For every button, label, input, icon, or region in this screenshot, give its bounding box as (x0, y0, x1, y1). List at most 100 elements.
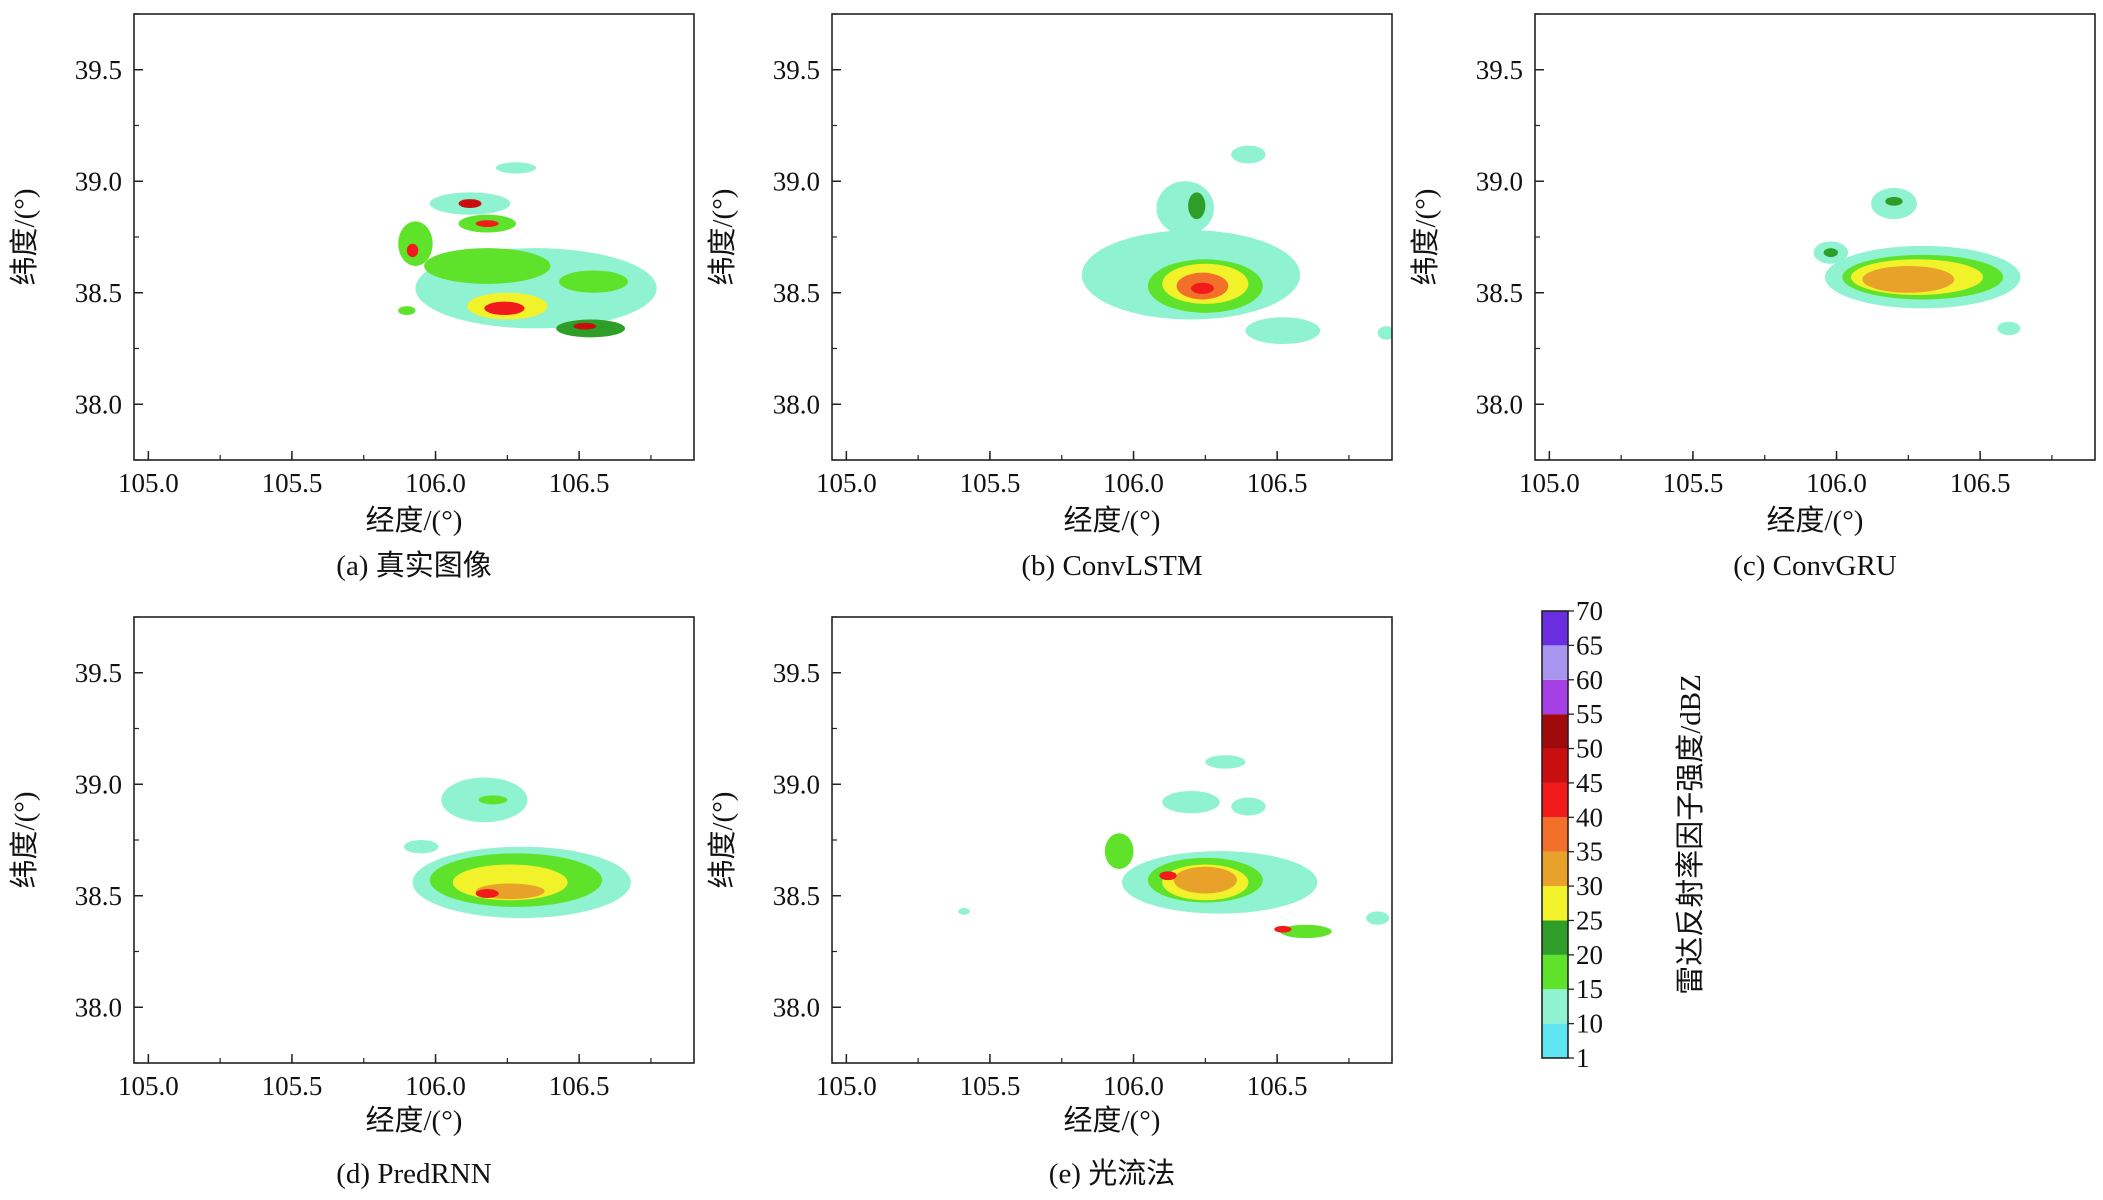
y-axis-label: 纬度/(°) (1409, 189, 1442, 286)
y-tick-label: 38.0 (1476, 389, 1523, 419)
y-tick-label: 38.0 (773, 389, 820, 419)
y-tick-label: 39.5 (75, 55, 122, 85)
colorbar-bin (1542, 886, 1568, 921)
echo-cell (1280, 924, 1332, 939)
colorbar-tick-label: 20 (1576, 940, 1603, 970)
echo-cell (475, 889, 499, 898)
plot-frame (1534, 13, 2096, 461)
echo-cell (1377, 326, 1392, 340)
echo-cell (1205, 755, 1246, 769)
colorbar-tick-label: 55 (1576, 699, 1603, 729)
x-tick-label: 105.5 (1663, 468, 1724, 498)
colorbar-tick-label: 40 (1576, 802, 1603, 832)
colorbar-bin (1542, 817, 1568, 852)
echo-cell (1274, 925, 1292, 933)
colorbar-bin (1542, 954, 1568, 990)
y-tick-label: 39.5 (773, 658, 820, 688)
colorbar-bin (1542, 679, 1568, 715)
x-axis-label: 经度/(°) (366, 504, 463, 537)
echo-cell (1173, 866, 1237, 894)
echo-layer (1813, 187, 2021, 336)
colorbar-tick-label: 60 (1576, 665, 1603, 695)
panel-d: 105.0 105.5 106.0 106.5 38.0 38.5 39.0 39.5 经度/(… (8, 616, 695, 1190)
panel-title: (d) PredRNN (336, 1158, 492, 1190)
y-tick-label: 39.0 (773, 769, 820, 799)
y-tick-label: 39.0 (75, 166, 122, 196)
echo-cell (406, 243, 419, 258)
echo-cell (1231, 797, 1266, 816)
echo-cell (1823, 248, 1838, 258)
echo-cell (1231, 145, 1266, 164)
y-tick-label: 38.0 (75, 992, 122, 1022)
echo-cell (1885, 196, 1903, 206)
x-tick-label: 106.0 (1103, 1071, 1164, 1101)
echo-cell (1366, 911, 1390, 925)
y-axis-label: 纬度/(°) (8, 189, 41, 286)
x-tick-label: 106.0 (1806, 468, 1867, 498)
echo-cell (1862, 265, 1955, 293)
echo-cell (403, 840, 439, 854)
panel-b: 105.0 105.5 106.0 106.5 38.0 38.5 39.0 39.5 经度/(… (706, 13, 1393, 582)
colorbar-bin (1542, 714, 1568, 749)
echo-cell (1162, 790, 1220, 814)
echo-cell (478, 795, 508, 805)
colorbar-bin (1542, 748, 1568, 783)
colorbar-label: 雷达反射率因子强度/dBZ (1674, 674, 1707, 995)
y-axis-label: 纬度/(°) (706, 189, 739, 286)
x-tick-label: 106.0 (405, 468, 466, 498)
panel-a: 105.0 105.5 106.0 106.5 38.0 38.5 39.0 39.5 经度/(… (8, 13, 695, 582)
colorbar-bin (1542, 645, 1568, 680)
colorbar-bin (1542, 611, 1568, 646)
echo-cell (573, 322, 597, 330)
colorbar-bin (1542, 920, 1568, 955)
colorbar-tick-label: 70 (1576, 596, 1603, 626)
x-tick-label: 105.5 (960, 468, 1021, 498)
colorbar-bin (1542, 782, 1568, 818)
echo-cell (424, 248, 551, 284)
colorbar-bin (1542, 851, 1568, 887)
x-tick-label: 106.5 (549, 1071, 610, 1101)
colorbar-bin (1542, 989, 1568, 1024)
echo-cell (1156, 181, 1214, 235)
y-axis-label: 纬度/(°) (8, 792, 41, 889)
colorbar-tick-label: 65 (1576, 630, 1603, 660)
x-axis-label: 经度/(°) (366, 1104, 463, 1137)
panel-title: (e) 光流法 (1049, 1157, 1175, 1190)
colorbar-tick-label: 35 (1576, 837, 1603, 867)
echo-cell (958, 908, 970, 915)
x-tick-label: 105.0 (1519, 468, 1580, 498)
colorbar-tick-label: 30 (1576, 871, 1603, 901)
echo-cell (1188, 192, 1206, 220)
x-axis-label: 经度/(°) (1064, 1104, 1161, 1137)
colorbar: 70 65 60 55 50 45 40 35 30 25 20 15 10 1 雷达反射率因子强度/dBZ (1541, 596, 1707, 1073)
echo-cell (484, 301, 525, 316)
colorbar-tick-label: 15 (1576, 974, 1603, 1004)
colorbar-tick-label: 45 (1576, 768, 1603, 798)
colorbar-tick-label: 10 (1576, 1009, 1603, 1039)
colorbar-tick-label: 1 (1576, 1043, 1590, 1073)
x-tick-label: 106.5 (1247, 1071, 1308, 1101)
echo-layer (958, 755, 1390, 939)
echo-cell (1159, 871, 1177, 881)
echo-cell (1997, 321, 2021, 336)
panel-title: (b) ConvLSTM (1021, 550, 1202, 582)
echo-cell (559, 270, 628, 293)
y-tick-label: 39.5 (75, 658, 122, 688)
echo-layer (1081, 145, 1392, 345)
echo-cell (495, 162, 537, 174)
y-tick-label: 39.0 (773, 166, 820, 196)
panel-e: 105.0 105.5 106.0 106.5 38.0 38.5 39.0 39.5 经度/(… (706, 616, 1393, 1190)
y-tick-label: 39.0 (75, 769, 122, 799)
x-tick-label: 106.5 (1247, 468, 1308, 498)
colorbar-tick-label: 25 (1576, 905, 1603, 935)
echo-cell (458, 199, 482, 209)
x-tick-label: 105.0 (118, 1071, 179, 1101)
echo-cell (398, 221, 433, 266)
y-tick-label: 38.5 (1476, 278, 1523, 308)
x-tick-label: 105.0 (816, 468, 877, 498)
y-tick-label: 38.0 (75, 389, 122, 419)
echo-cell (1190, 282, 1214, 294)
y-tick-label: 39.5 (1476, 55, 1523, 85)
y-tick-label: 38.5 (773, 881, 820, 911)
colorbar-tick-label: 50 (1576, 734, 1603, 764)
